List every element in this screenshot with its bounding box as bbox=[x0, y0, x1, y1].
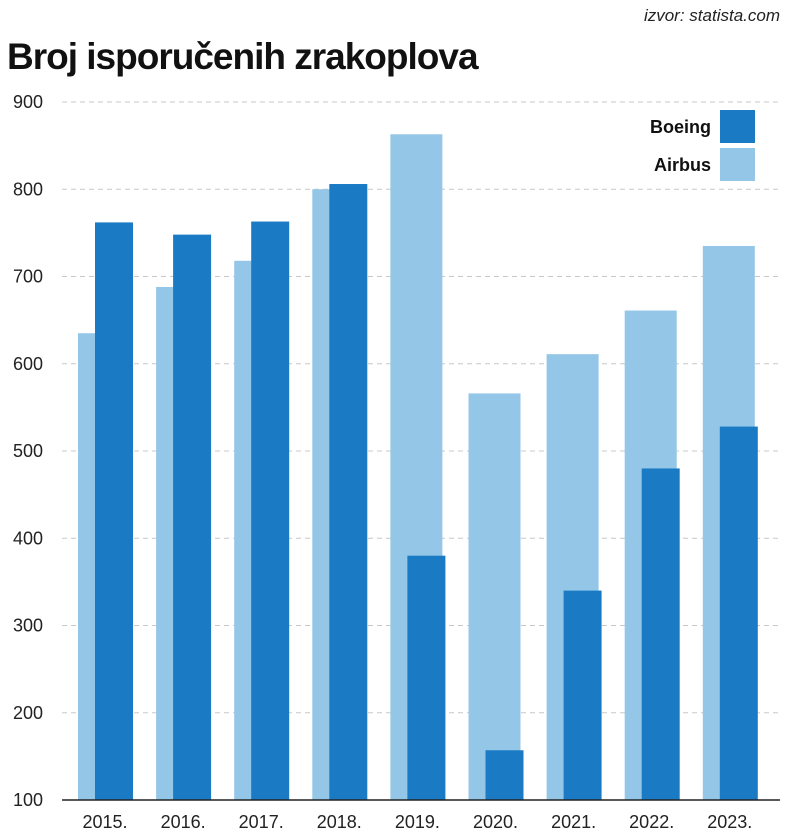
bar-airbus bbox=[468, 393, 521, 800]
chart-title: Broj isporučenih zrakoplova bbox=[7, 36, 479, 77]
y-tick-label: 500 bbox=[13, 441, 43, 461]
bar-boeing bbox=[563, 590, 602, 800]
x-tick-label: 2020. bbox=[473, 812, 518, 832]
legend-label-airbus: Airbus bbox=[654, 155, 711, 175]
x-tick-label: 2021. bbox=[551, 812, 596, 832]
y-tick-label: 300 bbox=[13, 616, 43, 636]
legend-label-boeing: Boeing bbox=[650, 117, 711, 137]
bar-boeing bbox=[407, 555, 446, 800]
x-tick-label: 2023. bbox=[707, 812, 752, 832]
x-tick-label: 2018. bbox=[317, 812, 362, 832]
bar-boeing bbox=[329, 184, 368, 800]
x-axis-ticks: 2015. 2016. 2017. 2018. 2019. 2020. 2021. 2022.… bbox=[82, 812, 752, 832]
bar-boeing bbox=[641, 468, 680, 800]
x-tick-label: 2022. bbox=[629, 812, 674, 832]
bar-boeing bbox=[173, 234, 212, 800]
legend-swatch-boeing bbox=[720, 110, 755, 143]
y-tick-label: 200 bbox=[13, 703, 43, 723]
x-tick-label: 2016. bbox=[161, 812, 206, 832]
y-tick-label: 100 bbox=[13, 790, 43, 810]
legend: Boeing Airbus bbox=[650, 110, 755, 181]
y-tick-label: 900 bbox=[13, 92, 43, 112]
y-tick-label: 700 bbox=[13, 267, 43, 287]
bar-boeing bbox=[719, 426, 758, 800]
bar-boeing bbox=[95, 222, 133, 800]
bars bbox=[78, 134, 758, 801]
x-tick-label: 2017. bbox=[239, 812, 284, 832]
legend-swatch-airbus bbox=[720, 148, 755, 181]
y-axis-ticks: 100 200 300 400 500 600 700 800 900 bbox=[13, 92, 43, 810]
y-tick-label: 600 bbox=[13, 354, 43, 374]
y-tick-label: 400 bbox=[13, 528, 43, 548]
source-note: izvor: statista.com bbox=[643, 6, 780, 25]
bar-boeing bbox=[485, 750, 524, 800]
x-tick-label: 2015. bbox=[82, 812, 127, 832]
x-tick-label: 2019. bbox=[395, 812, 440, 832]
y-tick-label: 800 bbox=[13, 179, 43, 199]
bar-boeing bbox=[251, 221, 290, 801]
